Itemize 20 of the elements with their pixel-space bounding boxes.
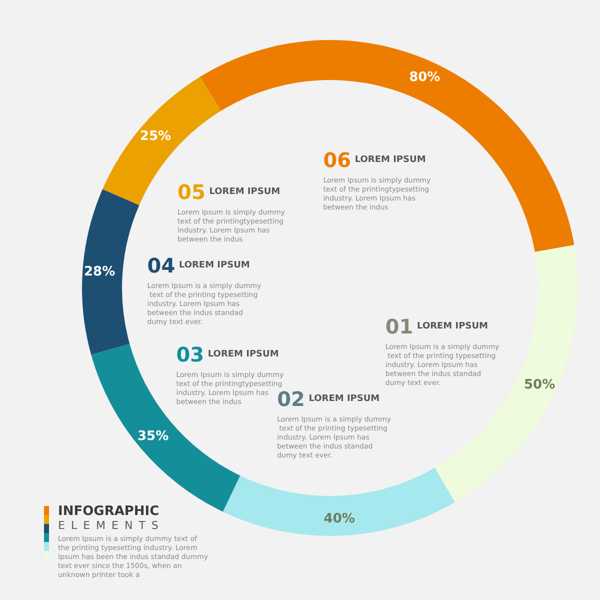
- slice-label: 05: [178, 180, 206, 204]
- text: INFOGRAPHIC: [58, 504, 160, 519]
- text: LOREM IPSUM: [178, 260, 250, 270]
- text: LOREM IPSUM: [417, 322, 488, 332]
- slice-label: 06: [323, 148, 352, 172]
- text: LOREM IPSUM: [354, 154, 426, 165]
- text: LOREM IPSUM: [209, 187, 280, 198]
- text: LOREM IPSUM: [308, 394, 380, 404]
- data-label: 28%: [84, 264, 116, 280]
- slice-label: 01: [385, 314, 414, 339]
- data-label: 80%: [409, 70, 440, 85]
- text: ELEMENTS: [58, 519, 166, 532]
- slice-label: 02: [277, 386, 305, 411]
- data-label: 50%: [524, 378, 556, 393]
- slice-label: 04: [147, 253, 176, 278]
- data-label: 35%: [137, 428, 169, 444]
- data-label: 40%: [324, 511, 355, 526]
- data-label: 25%: [140, 129, 172, 144]
- slice-label: 03: [176, 342, 204, 366]
- text: LOREM IPSUM: [208, 349, 279, 360]
